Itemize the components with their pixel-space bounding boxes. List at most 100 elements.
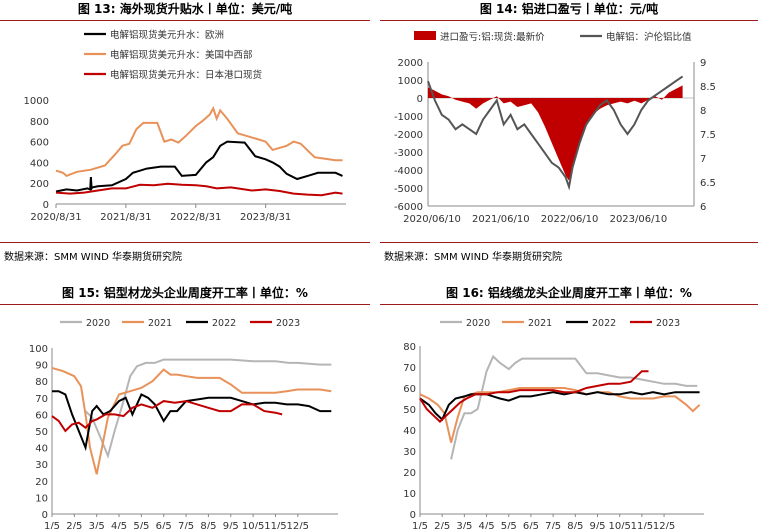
fig13-y-tick: 800 (30, 117, 49, 128)
figure-14-title: 图 14: 铝进口盈亏丨单位：元/吨 (479, 2, 659, 16)
fig15-series-0 (84, 358, 332, 460)
fig15-x-tick: 10/5 (242, 521, 264, 529)
fig14-y2-tick: 6 (700, 202, 706, 213)
fig14-y2-tick: 8 (700, 106, 706, 117)
fig15-y-tick: 20 (35, 477, 48, 488)
fig13-legend-2-label: 电解铝现货美元升水：日本港口现货 (110, 69, 262, 81)
fig16-series-0 (450, 354, 698, 460)
fig16-x-tick: 1/5 (412, 521, 428, 529)
fig14-y-tick: 0 (417, 94, 423, 105)
fig16-x-tick: 7/5 (545, 521, 561, 529)
fig16-x-tick: 3/5 (456, 521, 472, 529)
fig15-x-tick: 3/5 (89, 521, 105, 529)
fig13-x-tick: 2023/8/31 (240, 212, 291, 223)
fig14-x-tick: 2020/06/10 (403, 214, 461, 225)
fig15-y-tick: 10 (35, 493, 48, 504)
figure-13-rule (0, 20, 370, 21)
fig16-y-tick: 20 (403, 468, 416, 479)
fig14-legend-1-label: 电解铝：沪伦铝比值 (606, 31, 692, 43)
fig16-y-tick: 10 (403, 489, 416, 500)
fig15-x-tick: 11/5 (264, 521, 286, 529)
fig13-series-1 (55, 105, 343, 178)
fig15-y-tick: 40 (35, 444, 48, 455)
fig14-series-1 (427, 75, 684, 191)
fig15-y-tick: 0 (42, 510, 48, 521)
figure-15-title: 图 15: 铝型材龙头企业周度开工率丨单位：% (62, 286, 308, 300)
figure-14-bottom-rule (380, 242, 758, 243)
figure-16-rule (380, 304, 758, 305)
fig14-x-tick: 2022/06/10 (541, 214, 599, 225)
fig13-legend-0-label: 电解铝现货美元升水：欧洲 (110, 29, 224, 41)
fig13-x-tick: 2021/8/31 (100, 212, 151, 223)
figure-13-chart: 电解铝现货美元升水：欧洲电解铝现货美元升水：美国中西部电解铝现货美元升水：日本港… (24, 29, 346, 223)
fig16-legend-0-label: 2020 (466, 318, 490, 329)
fig16-y-tick: 70 (403, 363, 416, 374)
fig14-y2-tick: 7 (700, 154, 706, 165)
fig16-legend-2-label: 2022 (592, 318, 616, 329)
fig14-y-tick: 1000 (398, 76, 423, 87)
fig15-y-tick: 70 (35, 394, 48, 405)
figure-14-source: 数据来源：SMM WIND 华泰期货研究院 (384, 252, 562, 263)
fig13-series-2 (55, 182, 343, 197)
fig16-y-tick: 80 (403, 342, 416, 353)
fig16-x-tick: 11/5 (631, 521, 653, 529)
fig13-y-tick: 200 (30, 179, 49, 190)
figure-13-title: 图 13: 海外现货升贴水丨单位：美元/吨 (77, 2, 293, 16)
fig14-legend-0-swatch (414, 31, 436, 40)
fig14-y-tick: -3000 (394, 148, 423, 159)
fig14-y2-tick: 9 (700, 58, 706, 69)
fig15-y-tick: 80 (35, 377, 48, 388)
fig14-y2-tick: 7.5 (700, 130, 716, 141)
fig15-x-tick: 5/5 (133, 521, 149, 529)
fig14-y-tick: 2000 (398, 58, 423, 69)
fig16-y-tick: 50 (403, 405, 416, 416)
figure-14-rule (380, 20, 758, 21)
fig15-x-tick: 1/5 (44, 521, 60, 529)
fig13-x-tick: 2020/8/31 (30, 212, 81, 223)
fig13-x-tick: 2022/8/31 (170, 212, 221, 223)
fig13-y-tick: 1000 (24, 96, 49, 107)
fig16-x-tick: 8/5 (567, 521, 583, 529)
figure-14-chart: 进口盈亏:铝:现货:最新价 电解铝：沪伦铝比值 -6000 -5000 -4000 -30… (394, 31, 716, 225)
fig15-y-tick: 60 (35, 410, 48, 421)
fig14-y-tick: -5000 (394, 184, 423, 195)
fig16-x-tick: 2/5 (434, 521, 450, 529)
figure-14-panel: 图 14: 铝进口盈亏丨单位：元/吨 进口盈亏:铝:现货:最新价 电解铝：沪伦铝比… (380, 0, 758, 264)
fig16-legend-3-label: 2023 (656, 318, 680, 329)
fig14-x-tick: 2023/06/10 (610, 214, 668, 225)
fig15-x-tick: 4/5 (111, 521, 127, 529)
fig14-y2-tick: 6.5 (700, 178, 716, 189)
fig15-x-tick: 9/5 (223, 521, 239, 529)
fig16-series-1 (419, 387, 701, 443)
figure-16-panel: 图 16: 铝线缆龙头企业周度开工率丨单位：% 2020 2021 2022 2023… (380, 284, 758, 529)
fig16-x-tick: 6/5 (523, 521, 539, 529)
fig15-x-tick: 7/5 (178, 521, 194, 529)
fig14-legend-0-label: 进口盈亏:铝:现货:最新价 (440, 31, 545, 43)
fig16-y-tick: 0 (410, 510, 416, 521)
figure-13-source: 数据来源：SMM WIND 华泰期货研究院 (4, 252, 182, 263)
fig13-legend-1-label: 电解铝现货美元升水：美国中西部 (110, 49, 253, 61)
figure-16-chart: 2020 2021 2022 2023 0 10 20 30 40 50 60 70 80 1/5 2/5 3… (403, 318, 704, 529)
fig15-series-2 (52, 390, 332, 452)
fig14-y-tick: -2000 (394, 130, 423, 141)
fig16-x-tick: 10/5 (608, 521, 630, 529)
figure-16-title: 图 16: 铝线缆龙头企业周度开工率丨单位：% (446, 286, 692, 300)
figure-13-panel: 图 13: 海外现货升贴水丨单位：美元/吨 电解铝现货美元升水：欧洲 电解铝现货美… (0, 0, 370, 264)
fig16-legend-1-label: 2021 (528, 318, 552, 329)
figure-15-chart: 2020 2021 2022 2023 0 10 20 30 40 50 60 70 80 90 100 1/… (29, 318, 338, 529)
fig13-y-tick: 600 (30, 138, 49, 149)
fig15-legend-0-label: 2020 (86, 318, 110, 329)
fig16-y-tick: 60 (403, 384, 416, 395)
fig15-legend-1-label: 2021 (148, 318, 172, 329)
fig15-y-tick: 50 (35, 427, 48, 438)
fig16-x-tick: 9/5 (589, 521, 605, 529)
fig13-series-0 (55, 140, 343, 193)
fig16-series-3 (419, 370, 649, 423)
fig16-y-tick: 40 (403, 426, 416, 437)
fig15-y-tick: 100 (29, 344, 48, 355)
fig15-y-tick: 30 (35, 460, 48, 471)
fig13-y-tick: 400 (30, 158, 49, 169)
fig16-x-tick: 12/5 (653, 521, 675, 529)
fig14-y-tick: -4000 (394, 166, 423, 177)
fig15-legend-3-label: 2023 (276, 318, 300, 329)
